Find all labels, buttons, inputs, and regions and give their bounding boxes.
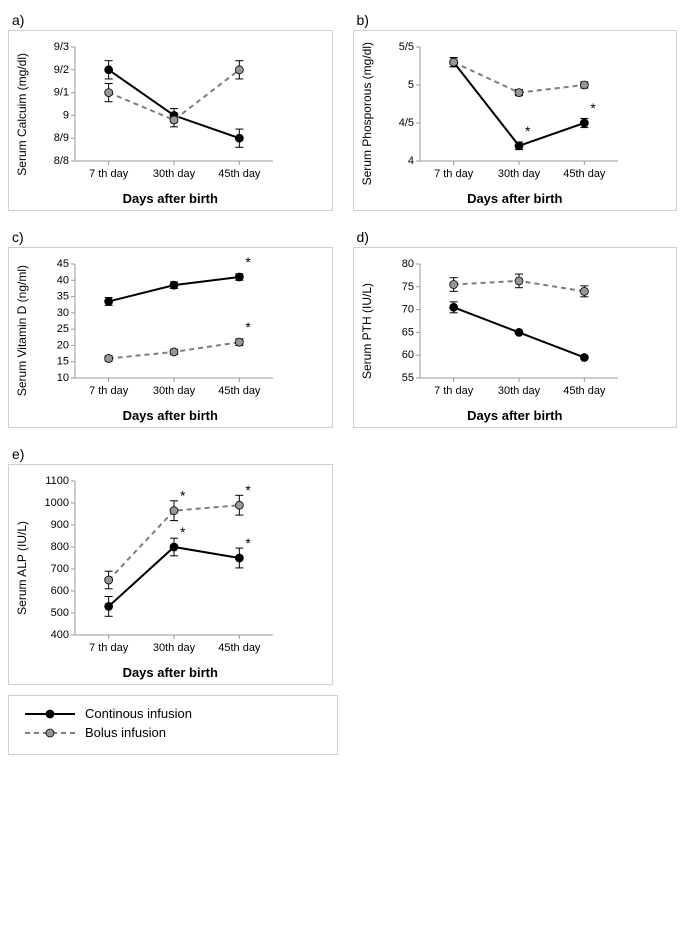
svg-text:40: 40: [57, 274, 69, 286]
svg-text:*: *: [245, 319, 251, 335]
svg-text:8/9: 8/9: [54, 132, 69, 144]
chart-a: 8/8 8/9 9 9/1 9/2 9/3 7 th day 30th day 45th day: [33, 39, 283, 189]
svg-text:15: 15: [57, 356, 69, 368]
svg-text:45th day: 45th day: [218, 642, 261, 654]
xlabel-e: Days after birth: [15, 665, 326, 680]
svg-text:*: *: [525, 123, 531, 139]
svg-text:10: 10: [57, 372, 69, 384]
chart-box-b: Serum Phosporous (mg/dl) 4 4/5 5 5/5 7 th day…: [353, 30, 678, 211]
svg-text:*: *: [590, 100, 596, 116]
svg-text:1100: 1100: [45, 475, 69, 487]
chart-box-c: Serum Vitamin D (ng/ml) 10 15 20 25 30 35 40 45 7…: [8, 247, 333, 428]
xlabel-b: Days after birth: [360, 191, 671, 206]
svg-text:4: 4: [407, 155, 413, 167]
svg-text:*: *: [180, 488, 186, 504]
chart-e: 400 500 600 700 800 900 1000 1100 7 th day 30th d…: [33, 473, 283, 663]
svg-text:55: 55: [401, 372, 413, 384]
svg-text:400: 400: [51, 629, 69, 641]
xlabel-c: Days after birth: [15, 408, 326, 423]
svg-text:*: *: [245, 535, 251, 551]
svg-text:9/2: 9/2: [54, 64, 69, 76]
chart-b: 4 4/5 5 5/5 7 th day 30th day 45th day * *: [378, 39, 628, 189]
svg-text:*: *: [245, 482, 251, 498]
svg-text:30th day: 30th day: [497, 168, 540, 180]
legend-item: Bolus infusion: [23, 725, 323, 740]
svg-text:20: 20: [57, 339, 69, 351]
svg-text:7 th day: 7 th day: [89, 385, 129, 397]
svg-text:30th day: 30th day: [497, 385, 540, 397]
legend: Continous infusion Bolus infusion: [8, 695, 338, 755]
svg-text:7 th day: 7 th day: [434, 385, 474, 397]
chart-c: 10 15 20 25 30 35 40 45 7 th day 30th day 45th day…: [33, 256, 283, 406]
svg-text:60: 60: [401, 349, 413, 361]
xlabel-a: Days after birth: [15, 191, 326, 206]
svg-text:45th day: 45th day: [218, 168, 261, 180]
svg-text:5: 5: [407, 79, 413, 91]
panel-label-b: b): [357, 12, 678, 28]
chart-box-a: Serum Calcuim (mg/dl) 8/8 8/9 9 9/1 9/2 9/3 7 t…: [8, 30, 333, 211]
svg-text:35: 35: [57, 291, 69, 303]
svg-text:25: 25: [57, 323, 69, 335]
svg-text:800: 800: [51, 541, 69, 553]
xlabel-d: Days after birth: [360, 408, 671, 423]
svg-text:45th day: 45th day: [218, 385, 261, 397]
ylabel-c: Serum Vitamin D (ng/ml): [15, 265, 29, 396]
panel-label-a: a): [12, 12, 333, 28]
chart-d: 55 60 65 70 75 80 7 th day 30th day 45th day: [378, 256, 628, 406]
ylabel-a: Serum Calcuim (mg/dl): [15, 53, 29, 176]
ylabel-e: Serum ALP (IU/L): [15, 521, 29, 615]
svg-text:9/3: 9/3: [54, 41, 69, 53]
svg-text:700: 700: [51, 563, 69, 575]
ylabel-d: Serum PTH (IU/L): [360, 283, 374, 379]
svg-text:30th day: 30th day: [153, 642, 196, 654]
svg-text:600: 600: [51, 585, 69, 597]
panel-a: a) Serum Calcuim (mg/dl) 8/8 8/9 9 9/1 9/2 9/3 7…: [8, 8, 333, 211]
svg-text:9: 9: [63, 109, 69, 121]
panel-d: d) Serum PTH (IU/L) 55 60 65 70 75 80 7 th day 30…: [353, 225, 678, 428]
panel-label-c: c): [12, 229, 333, 245]
legend-label: Continous infusion: [85, 706, 192, 721]
svg-text:75: 75: [401, 281, 413, 293]
legend-line-icon: [23, 707, 77, 721]
svg-text:1000: 1000: [45, 497, 69, 509]
panel-e: e) Serum ALP (IU/L) 400 500 600 700 800 900 1000…: [8, 442, 333, 685]
svg-text:9/1: 9/1: [54, 87, 69, 99]
svg-text:8/8: 8/8: [54, 155, 69, 167]
legend-line-icon: [23, 726, 77, 740]
panel-b: b) Serum Phosporous (mg/dl) 4 4/5 5 5/5 7 th d…: [353, 8, 678, 211]
svg-text:5/5: 5/5: [398, 41, 413, 53]
panel-label-d: d): [357, 229, 678, 245]
svg-text:70: 70: [401, 304, 413, 316]
svg-text:30th day: 30th day: [153, 168, 196, 180]
ylabel-b: Serum Phosporous (mg/dl): [360, 42, 374, 185]
panel-c: c) Serum Vitamin D (ng/ml) 10 15 20 25 30 35 40 4…: [8, 225, 333, 428]
svg-text:500: 500: [51, 607, 69, 619]
svg-text:4/5: 4/5: [398, 117, 413, 129]
chart-box-d: Serum PTH (IU/L) 55 60 65 70 75 80 7 th day 30th…: [353, 247, 678, 428]
svg-text:*: *: [180, 524, 186, 540]
svg-text:7 th day: 7 th day: [89, 168, 129, 180]
svg-text:900: 900: [51, 519, 69, 531]
panel-label-e: e): [12, 446, 333, 462]
chart-box-e: Serum ALP (IU/L) 400 500 600 700 800 900 1000 11…: [8, 464, 333, 685]
svg-text:30th day: 30th day: [153, 385, 196, 397]
svg-text:30: 30: [57, 307, 69, 319]
svg-text:45th day: 45th day: [563, 168, 606, 180]
svg-text:45th day: 45th day: [563, 385, 606, 397]
svg-text:65: 65: [401, 326, 413, 338]
svg-text:80: 80: [401, 258, 413, 270]
svg-text:7 th day: 7 th day: [434, 168, 474, 180]
svg-text:45: 45: [57, 258, 69, 270]
svg-text:7 th day: 7 th day: [89, 642, 129, 654]
svg-text:*: *: [245, 256, 251, 270]
legend-item: Continous infusion: [23, 706, 323, 721]
legend-label: Bolus infusion: [85, 725, 166, 740]
